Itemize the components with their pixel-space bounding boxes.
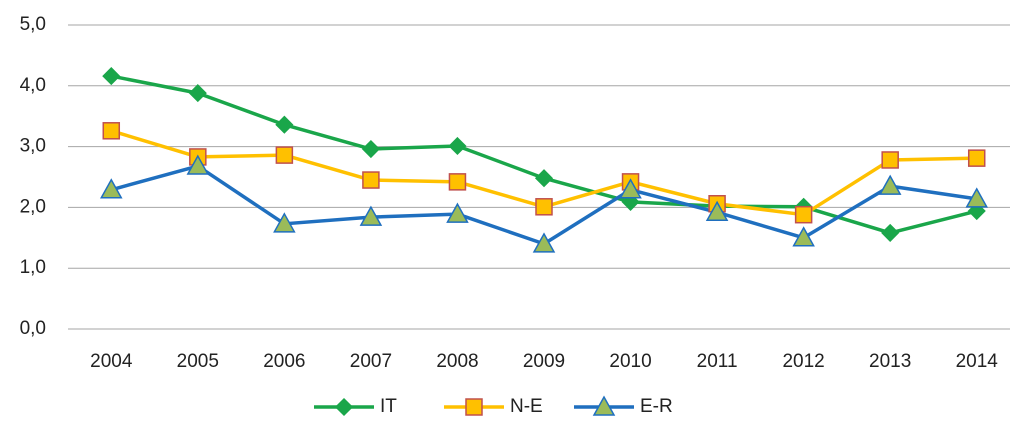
data-point: [99, 178, 123, 199]
data-point: [881, 223, 900, 242]
data-point: [535, 198, 553, 216]
x-tick-label: 2009: [523, 351, 565, 372]
x-tick-label: 2005: [177, 351, 219, 372]
x-tick-label: 2011: [697, 351, 738, 372]
data-point: [965, 187, 989, 208]
data-point: [967, 149, 986, 167]
x-tick-label: 2013: [869, 351, 911, 372]
legend-label: N-E: [510, 396, 543, 417]
x-tick-label: 2010: [609, 351, 651, 372]
x-tick-label: 2008: [436, 351, 478, 372]
data-point: [188, 84, 207, 103]
data-point: [361, 139, 380, 159]
data-point: [102, 122, 121, 140]
data-point: [705, 200, 729, 222]
legend-marker: [592, 395, 616, 416]
x-tick-label: 2014: [956, 351, 999, 372]
data-point: [881, 151, 899, 169]
data-point: [448, 173, 467, 191]
y-tick-label: 0,0: [20, 318, 46, 339]
y-tick-label: 2,0: [20, 196, 46, 217]
legend-marker: [334, 397, 354, 417]
y-tick-label: 3,0: [20, 136, 46, 157]
data-point: [102, 67, 121, 86]
data-point: [448, 136, 467, 156]
x-tick-label: 2007: [350, 351, 392, 372]
data-point: [273, 212, 296, 233]
y-tick-label: 5,0: [20, 14, 46, 35]
data-point: [878, 174, 902, 195]
y-tick-label: 4,0: [20, 75, 46, 96]
data-point: [275, 146, 294, 164]
data-point: [534, 169, 554, 188]
data-point: [532, 232, 556, 253]
data-point: [619, 178, 642, 199]
x-tick-label: 2004: [90, 351, 133, 372]
data-point: [794, 205, 813, 224]
x-tick-label: 2012: [782, 351, 824, 372]
data-point: [792, 226, 815, 247]
data-point: [359, 205, 383, 226]
data-point: [446, 202, 469, 223]
legend-label: IT: [380, 396, 397, 417]
legend-label: E-R: [640, 396, 673, 417]
data-point: [275, 115, 294, 134]
y-tick-label: 1,0: [20, 257, 46, 278]
x-tick-label: 2006: [263, 351, 305, 372]
data-point: [186, 154, 210, 175]
legend-marker: [465, 398, 483, 416]
data-point: [362, 171, 380, 189]
